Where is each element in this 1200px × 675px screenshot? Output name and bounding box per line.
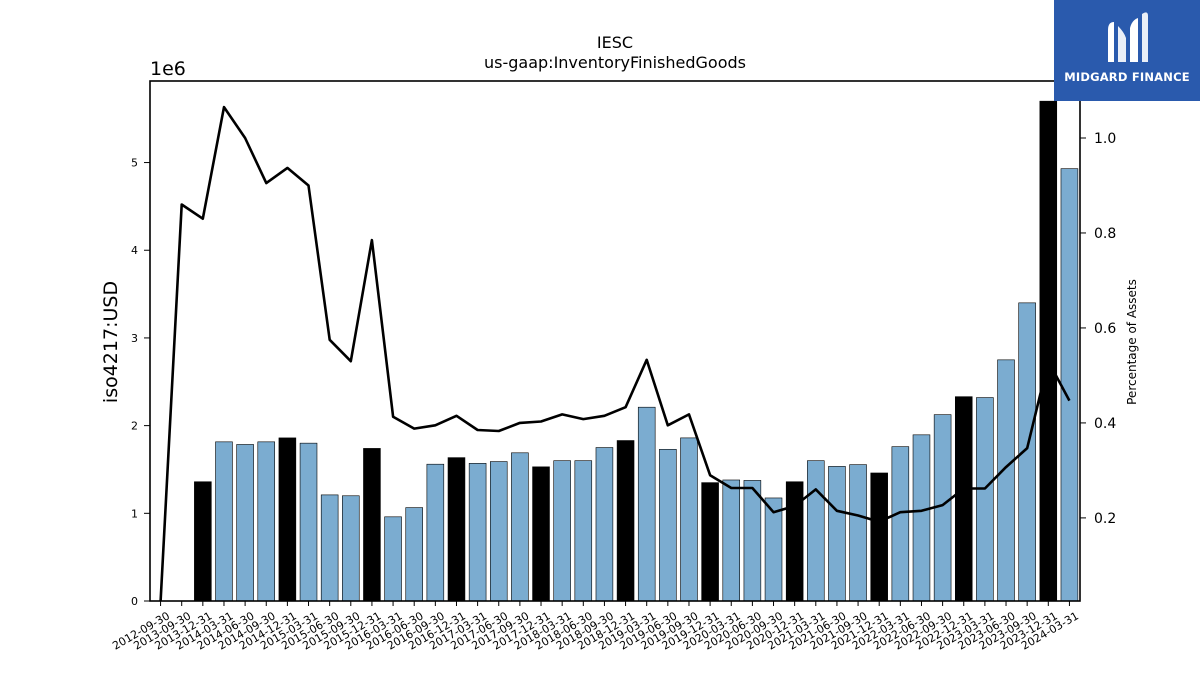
chart-title: IESC [597, 33, 633, 52]
bar [1039, 100, 1058, 602]
bar [828, 466, 846, 602]
bar [743, 480, 762, 602]
y-tick-label: 3 [131, 332, 138, 345]
bar [1060, 168, 1079, 602]
bar [405, 507, 423, 602]
brand-name: MIDGARD FINANCE [1064, 70, 1190, 84]
bar [532, 466, 550, 602]
bar [447, 457, 466, 602]
bar [215, 441, 233, 602]
bar [637, 406, 656, 602]
bar [257, 441, 276, 602]
chart-subtitle: us-gaap:InventoryFinishedGoods [484, 53, 746, 72]
y-right-tick-label: 1.0 [1094, 131, 1116, 147]
bar [997, 359, 1015, 602]
bar [722, 479, 741, 602]
bar [976, 397, 994, 602]
bar [342, 495, 360, 602]
bar [807, 460, 825, 602]
bar [468, 463, 487, 602]
bar [849, 464, 867, 602]
bar [891, 446, 910, 602]
bar [659, 448, 677, 602]
bar [616, 440, 635, 602]
bar [870, 472, 888, 602]
y-tick-label: 4 [131, 244, 138, 257]
bar [299, 442, 318, 602]
bar [574, 460, 593, 602]
bar [320, 494, 339, 602]
y-tick-label: 2 [131, 420, 138, 433]
bar [553, 460, 571, 602]
bar [236, 444, 254, 602]
bar [363, 448, 381, 602]
y-right-tick-label: 0.4 [1094, 416, 1116, 432]
bar [194, 481, 212, 602]
brand-mark-icon [1108, 12, 1148, 62]
percentage-line [159, 105, 1071, 602]
brand-logo: MIDGARD FINANCE [1054, 0, 1200, 101]
y-right-tick-label: 0.2 [1094, 511, 1116, 527]
bar [701, 482, 719, 602]
plot-frame [149, 80, 1081, 602]
y-multiplier: 1e6 [150, 58, 186, 80]
bar [426, 463, 445, 602]
y-tick-label: 5 [131, 157, 138, 170]
bar [785, 481, 804, 602]
bar [384, 516, 402, 602]
bar [954, 396, 973, 602]
bar [511, 452, 529, 602]
bar [680, 437, 698, 602]
bar [489, 461, 508, 602]
y-right-tick-label: 0.6 [1094, 321, 1116, 337]
bar [278, 437, 297, 602]
y-tick-label: 1 [131, 507, 138, 520]
y-tick-label: 0 [131, 595, 138, 608]
bar [595, 447, 614, 602]
bar [912, 434, 931, 602]
y-axis-label-right: Percentage of Assets [1125, 279, 1139, 405]
y-axis-label: iso4217:USD [100, 281, 122, 403]
y-right-tick-label: 0.8 [1094, 226, 1116, 242]
